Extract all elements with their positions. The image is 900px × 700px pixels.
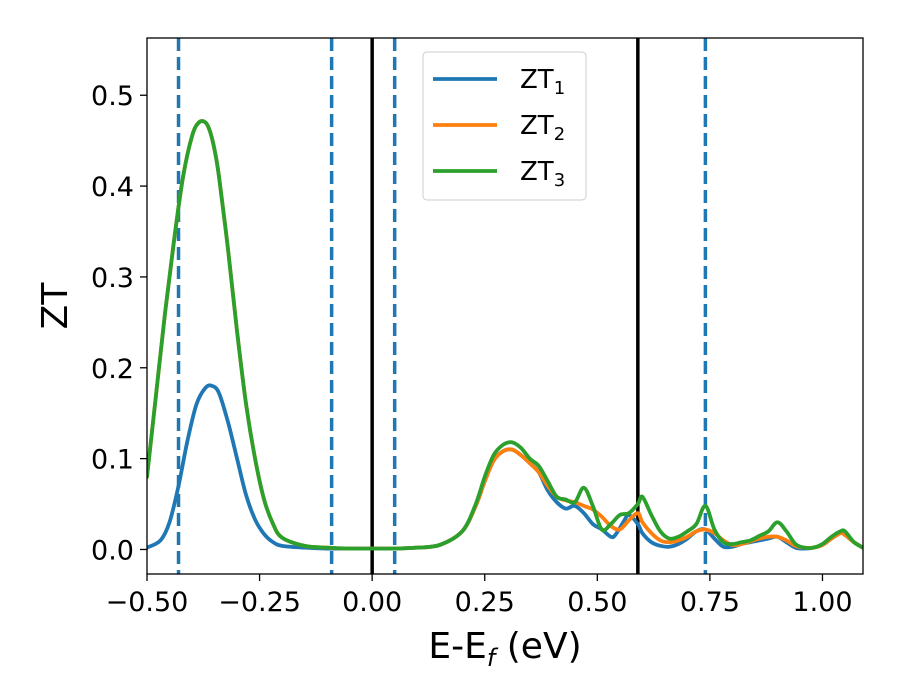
y-axis-label: ZT xyxy=(35,282,76,330)
series-line-zt3 xyxy=(147,119,863,551)
y-tick-label: 0.1 xyxy=(91,445,134,476)
series-lines xyxy=(147,119,863,551)
plot-frame xyxy=(146,37,864,575)
x-axis-ticks: −0.50 −0.25 0.00 0.25 0.50 0.75 1.00 xyxy=(106,574,853,618)
y-tick-label: 0.4 xyxy=(91,172,134,203)
x-tick-label: 0.00 xyxy=(342,587,402,618)
y-tick-label: 0.2 xyxy=(91,354,134,385)
legend-label-zt3: ZT3 xyxy=(520,157,565,191)
legend-label-zt2: ZT2 xyxy=(520,111,565,145)
x-tick-label: 0.75 xyxy=(680,587,740,618)
legend-box xyxy=(422,51,587,201)
y-axis-ticks: 0.0 0.1 0.2 0.3 0.4 0.5 xyxy=(91,81,147,566)
series-line-zt1 xyxy=(147,383,863,551)
x-tick-label: 0.50 xyxy=(567,587,627,618)
y-tick-label: 0.3 xyxy=(91,263,134,294)
x-tick-label: 0.25 xyxy=(455,587,515,618)
x-tick-label: 1.00 xyxy=(792,587,852,618)
x-axis-label: E-Ef (eV) xyxy=(428,626,581,672)
legend: ZT1 ZT2 ZT3 xyxy=(422,51,587,201)
y-tick-label: 0.0 xyxy=(91,535,134,566)
y-tick-label: 0.5 xyxy=(91,81,134,112)
x-tick-label: −0.50 xyxy=(106,587,189,618)
x-tick-label: −0.25 xyxy=(218,587,301,618)
legend-label-zt1: ZT1 xyxy=(520,65,565,99)
